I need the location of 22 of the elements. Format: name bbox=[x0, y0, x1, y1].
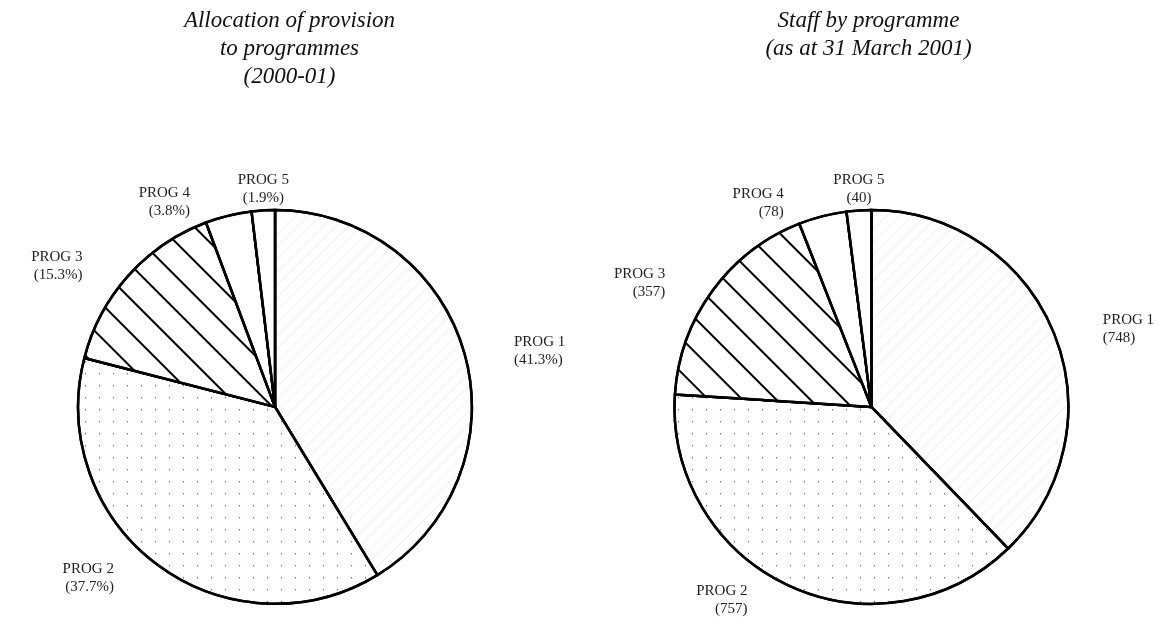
chart-title: Staff by programme (as at 31 March 2001) bbox=[765, 6, 972, 60]
data-label: (40) bbox=[846, 189, 872, 207]
data-label: (748) bbox=[1102, 328, 1136, 346]
data-label: (357) bbox=[632, 283, 666, 301]
data-label: (15.3%) bbox=[33, 266, 83, 284]
slice-label: PROG 2 bbox=[696, 582, 748, 599]
data-label: (37.7%) bbox=[65, 578, 114, 596]
slice-label: PROG 5 bbox=[237, 171, 289, 188]
slice-label: PROG 1 bbox=[514, 332, 566, 349]
data-label: (3.8%) bbox=[148, 202, 190, 220]
slice-label: PROG 4 bbox=[732, 184, 785, 201]
slice-label: PROG 4 bbox=[138, 184, 191, 201]
data-label: (78) bbox=[758, 202, 784, 220]
slice-label: PROG 3 bbox=[613, 265, 666, 282]
data-label: (757) bbox=[714, 600, 748, 618]
data-label: (41.3%) bbox=[514, 350, 563, 368]
chart-title: Allocation of provision to programmes (2000-01) bbox=[181, 6, 396, 88]
slice-label: PROG 3 bbox=[31, 248, 83, 265]
slice-label: PROG 1 bbox=[1102, 310, 1155, 327]
data-label: (1.9%) bbox=[242, 189, 284, 207]
slice-label: PROG 5 bbox=[833, 171, 885, 188]
slice-label: PROG 2 bbox=[62, 560, 114, 577]
